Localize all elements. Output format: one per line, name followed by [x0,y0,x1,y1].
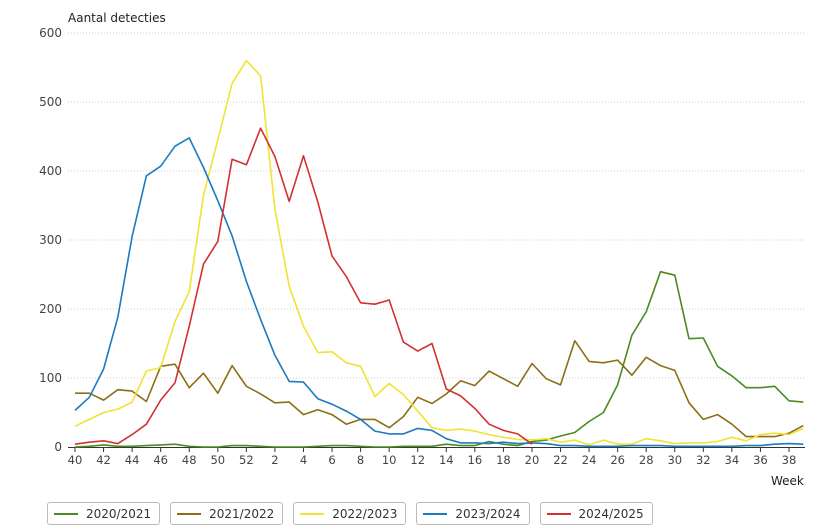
x-tick-label: 2 [271,453,278,467]
legend-label: 2023/2024 [455,506,521,521]
x-tick-label: 28 [639,453,654,467]
y-tick-label: 0 [54,440,62,454]
legend-label: 2024/2025 [578,506,644,521]
x-tick-label: 6 [328,453,335,467]
y-tick-label: 100 [39,371,62,385]
x-tick-label: 32 [696,453,711,467]
legend-swatch [423,512,448,515]
legend-label: 2021/2022 [209,506,275,521]
y-tick-label: 400 [39,164,62,178]
legend-item-2020-2021[interactable]: 2020/2021 [47,502,161,525]
legend-label: 2020/2021 [86,506,152,521]
x-tick-label: 44 [125,453,140,467]
x-axis-title: Week [771,474,804,488]
x-tick-label: 24 [582,453,597,467]
series-line-2021-2022 [75,339,804,438]
x-tick-label: 52 [239,453,254,467]
y-tick-label: 600 [39,26,62,40]
x-tick-label: 30 [667,453,682,467]
legend-swatch [54,512,78,515]
x-tick-label: 22 [553,453,568,467]
legend-item-2021-2022[interactable]: 2021/2022 [170,502,284,525]
x-tick-label: 40 [68,453,83,467]
legend-label: 2022/2023 [332,506,398,521]
x-tick-label: 46 [153,453,168,467]
x-tick-label: 34 [725,453,740,467]
legend-item-2023-2024[interactable]: 2023/2024 [416,502,530,525]
x-tick-label: 20 [525,453,540,467]
x-tick-label: 42 [96,453,111,467]
x-tick-label: 36 [753,453,768,467]
x-tick-label: 48 [182,453,197,467]
series-line-2024-2025 [74,127,533,445]
y-tick-label: 200 [39,302,62,316]
legend-swatch [177,512,202,515]
legend-item-2024-2025[interactable]: 2024/2025 [539,502,653,525]
x-tick-label: 4 [300,453,307,467]
series-line-2022-2023 [74,59,804,446]
x-tick-label: 10 [382,453,397,467]
y-tick-label: 300 [39,233,62,247]
legend: 2020/2021 2021/2022 2022/2023 2023/2024 2024… [47,502,653,525]
x-tick-label: 16 [468,453,483,467]
x-tick-label: 18 [496,453,511,467]
x-tick-label: 50 [210,453,225,467]
x-tick-label: 8 [357,453,364,467]
x-tick-label: 14 [439,453,454,467]
series-line-2020-2021 [74,270,804,448]
x-tick-label: 12 [410,453,425,467]
y-axis-title: Aantal detecties [68,11,166,25]
series-line-2023-2024 [74,137,804,448]
legend-swatch [300,512,325,515]
legend-item-2022-2023[interactable]: 2022/2023 [293,502,407,525]
x-tick-label: 26 [610,453,625,467]
y-tick-label: 500 [39,95,62,109]
x-tick-label: 38 [782,453,797,467]
legend-swatch [546,512,571,515]
